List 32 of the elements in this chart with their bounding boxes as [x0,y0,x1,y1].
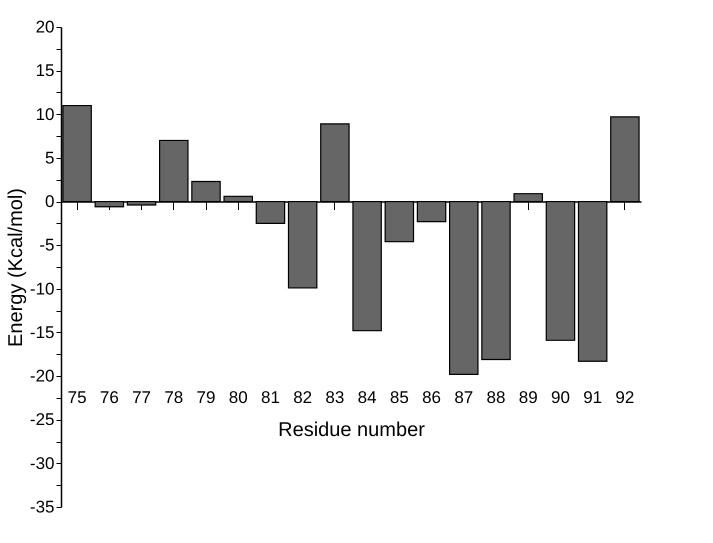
y-tick-label: -15 [30,322,54,342]
y-tick-label: -20 [30,366,54,386]
y-tick-label: -30 [30,454,54,473]
y-axis-title: Energy (Kcal/mol) [4,188,27,347]
x-tick-label: 77 [132,388,152,407]
x-tick-label: 78 [164,388,184,407]
x-tick-label: 75 [68,388,87,407]
y-tick-label: 5 [45,148,54,168]
x-tick-label: 88 [486,388,506,407]
y-tick-label: -5 [39,236,54,255]
x-tick-label: 83 [325,388,344,407]
x-tick-label: 80 [228,388,248,407]
x-tick-label: 85 [390,388,409,407]
y-tick-label: 0 [45,192,54,212]
x-tick-label: 90 [550,388,570,407]
x-tick-label: 82 [293,388,312,407]
x-tick-label: 92 [615,388,634,407]
x-tick-label: 86 [422,388,442,407]
y-tick-label: 10 [36,104,54,124]
y-tick-label: -35 [30,498,54,516]
x-axis-title: Residue number [278,418,426,441]
y-tick-label: -10 [30,279,54,298]
x-tick-label: 79 [196,388,216,407]
y-tick-label: 20 [36,18,54,36]
x-tick-label: 81 [260,388,280,407]
y-tick-label: -25 [30,410,54,430]
x-tick-label: 91 [583,388,602,407]
x-tick-label: 84 [358,388,377,407]
x-tick-label: 87 [454,388,474,407]
x-tick-label: 76 [100,388,119,407]
y-tick-label: 15 [36,61,54,80]
x-tick-label: 89 [518,388,538,407]
